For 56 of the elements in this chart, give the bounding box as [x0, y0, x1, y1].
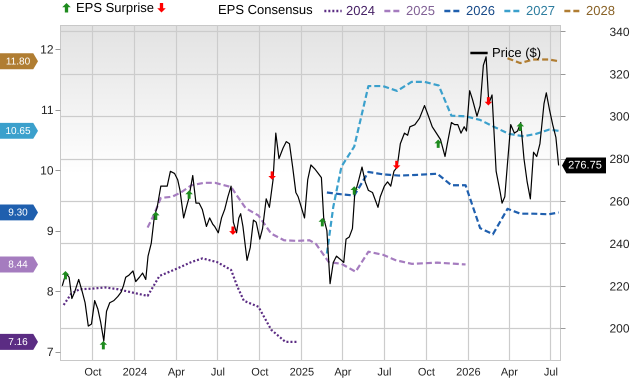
text: 10.65 — [5, 126, 31, 137]
text: 11.80 — [6, 56, 31, 68]
x-tick-label: Oct — [84, 366, 102, 378]
x-tick-label: Jul — [210, 366, 225, 378]
y-tick-label: 8 — [46, 284, 54, 299]
y2-tick-label: 260 — [610, 194, 630, 208]
x-tick-label: 2024 — [122, 366, 148, 378]
point — [434, 140, 442, 148]
legend-label: EPS Surprise — [76, 0, 154, 15]
y2-tick-label: 320 — [610, 67, 630, 82]
y-tick-label: 10 — [40, 164, 54, 178]
point — [516, 122, 524, 131]
y2-tick-label: 280 — [610, 152, 630, 166]
y2-tick-label: 340 — [610, 24, 630, 39]
text: 8.44 — [8, 259, 28, 270]
x-tick-label: 2025 — [290, 366, 314, 378]
legend-label: 2024 — [346, 3, 375, 18]
x-tick-label: Oct — [418, 366, 435, 378]
point — [392, 160, 400, 170]
point — [484, 97, 492, 106]
line-series — [62, 257, 300, 343]
legend-title: EPS Consensus — [218, 2, 314, 17]
text: 9.30 — [8, 207, 28, 218]
point — [350, 186, 358, 195]
point — [62, 271, 70, 280]
line-series — [146, 182, 467, 273]
x-tick-label: 2026 — [456, 366, 481, 378]
x-tick-label: Jul — [544, 366, 558, 378]
legend-label: 2027 — [526, 3, 555, 18]
legend-label: 2025 — [406, 3, 435, 18]
y2-tick-label: 240 — [610, 236, 630, 251]
point — [268, 171, 276, 180]
y-tick-label: 12 — [40, 42, 54, 57]
x-tick-label: Apr — [334, 366, 352, 378]
point — [152, 212, 160, 220]
point — [185, 190, 193, 199]
line-series — [326, 80, 560, 255]
data-label: 276.75 — [568, 159, 602, 172]
y2-tick-label: 300 — [610, 110, 630, 124]
text: 7.16 — [8, 336, 28, 348]
y-tick-label: 11 — [41, 103, 54, 118]
x-tick-label: Apr — [500, 366, 518, 378]
point — [318, 218, 326, 226]
y2-tick-label: 220 — [610, 279, 630, 294]
x-tick-label: Oct — [251, 366, 268, 378]
legend-label: Price ($) — [492, 45, 542, 60]
point — [100, 340, 108, 350]
x-tick-label: Jul — [377, 366, 392, 378]
y-tick-label: 9 — [46, 224, 54, 238]
point — [229, 226, 237, 235]
legend-label: 2028 — [586, 3, 615, 18]
legend-label: 2026 — [466, 3, 495, 18]
y-tick-label: 7 — [46, 345, 54, 360]
y2-tick-label: 200 — [610, 322, 630, 336]
line-series — [326, 170, 560, 236]
x-tick-label: Apr — [168, 366, 186, 378]
